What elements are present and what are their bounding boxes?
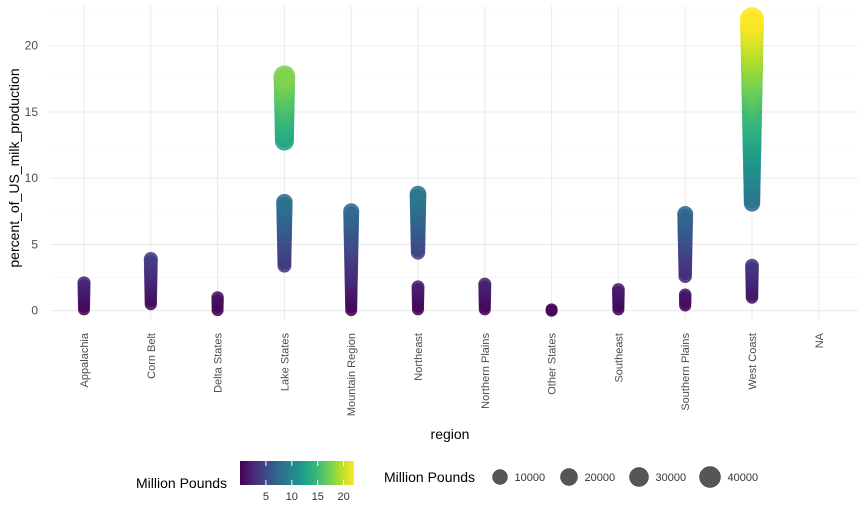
size-legend-key (629, 467, 649, 487)
data-point (478, 277, 492, 291)
size-legend-label: 30000 (656, 472, 687, 484)
color-legend-label: 5 (263, 491, 269, 503)
size-legend-label: 40000 (728, 472, 759, 484)
data-point (677, 206, 694, 222)
gridlines (50, 6, 858, 320)
data-point (211, 291, 224, 304)
data-point (143, 251, 158, 267)
x-tick-label: Southeast (613, 333, 625, 383)
x-tick-label: Northern Plains (480, 333, 492, 409)
color-legend-title: Million Pounds (136, 475, 227, 491)
x-tick-label: Delta States (213, 333, 225, 393)
data-points (77, 7, 764, 317)
color-legend: Million Pounds 5 10 15 20 (136, 461, 354, 503)
y-tick-label: 5 (31, 237, 38, 251)
data-point (77, 276, 91, 290)
size-legend: Million Pounds 10000 20000 30000 40000 (384, 466, 759, 488)
data-point (273, 65, 296, 88)
color-legend-label: 15 (312, 491, 324, 503)
x-axis-ticks: Appalachia Corn Belt Delta States Lake Stat… (79, 332, 826, 416)
y-axis-ticks: 0 5 10 15 20 (25, 39, 39, 318)
data-point (409, 185, 427, 203)
size-legend-key (699, 466, 721, 488)
y-tick-label: 15 (25, 105, 39, 119)
x-tick-label: Southern Plains (680, 333, 692, 411)
x-tick-label: Corn Belt (146, 333, 158, 379)
x-tick-label: Lake States (279, 333, 291, 392)
x-tick-label: Mountain Region (346, 333, 358, 416)
y-axis-title: percent_of_US_milk_production (6, 68, 22, 267)
color-legend-label: 20 (338, 491, 350, 503)
data-point (745, 258, 759, 273)
x-tick-label: NA (814, 332, 826, 348)
color-legend-label: 10 (286, 491, 298, 503)
data-point (276, 193, 293, 211)
data-point (611, 283, 625, 296)
size-legend-key (492, 469, 508, 485)
size-legend-title: Million Pounds (384, 469, 475, 485)
data-point (740, 7, 764, 32)
size-legend-label: 10000 (515, 472, 546, 484)
x-tick-label: Appalachia (79, 332, 91, 387)
y-tick-label: 20 (25, 39, 39, 53)
x-tick-label: Northeast (413, 333, 425, 381)
data-point (545, 303, 558, 316)
y-tick-label: 10 (25, 171, 39, 185)
x-tick-label: West Coast (747, 333, 759, 390)
y-tick-label: 0 (31, 304, 38, 318)
x-tick-label: Other States (547, 333, 559, 395)
x-axis-title: region (431, 426, 470, 442)
color-legend-bar (240, 461, 354, 485)
size-legend-label: 20000 (585, 472, 616, 484)
data-point (678, 288, 692, 302)
data-point (411, 280, 425, 294)
data-point (343, 203, 360, 220)
size-legend-key (560, 468, 578, 486)
